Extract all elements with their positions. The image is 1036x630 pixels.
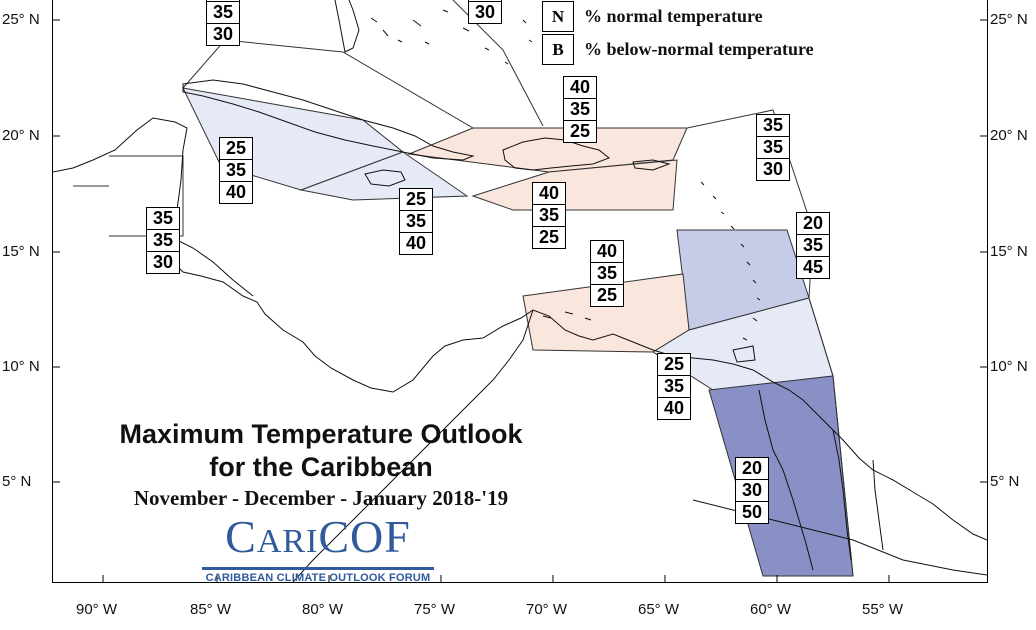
- probability-normal: 30: [735, 479, 769, 502]
- legend: N % normal temperature B % below-normal …: [542, 0, 814, 66]
- probability-below: 25: [532, 226, 566, 249]
- probability-below: 30: [756, 158, 790, 181]
- probability-above: 40: [563, 76, 597, 99]
- probability-below: 40: [657, 397, 691, 420]
- probability-normal: 35: [563, 98, 597, 121]
- probability-normal: 35: [756, 136, 790, 159]
- longitude-label: 85° W: [190, 601, 232, 618]
- probability-below: 40: [399, 232, 433, 255]
- probability-above: 35: [146, 207, 180, 230]
- probability-below: 30: [146, 251, 180, 274]
- probability-below: 50: [735, 501, 769, 524]
- probability-above: 25: [219, 137, 253, 160]
- legend-key: N: [542, 0, 574, 32]
- probability-below: 25: [590, 284, 624, 307]
- latitude-label: 20° N: [990, 127, 1028, 144]
- latitude-label: 5° N: [990, 473, 1020, 490]
- longitude-label: 80° W: [302, 601, 344, 618]
- longitude-label: 75° W: [414, 601, 456, 618]
- probability-above: 40: [532, 182, 566, 205]
- probability-box: 20 30 50: [735, 457, 769, 524]
- latitude-label: 10° N: [2, 358, 40, 375]
- probability-normal: 35: [206, 1, 240, 24]
- longitude-label: 90° W: [76, 601, 118, 618]
- probability-above: 40: [590, 240, 624, 263]
- probability-above: 20: [796, 212, 830, 235]
- probability-normal: 35: [590, 262, 624, 285]
- region-boundary: [182, 39, 474, 129]
- probability-above: 25: [657, 353, 691, 376]
- probability-above: 35: [756, 114, 790, 137]
- caricof-logo: CARICOF CARIBBEAN CLIMATE OUTLOOK FORUM: [202, 514, 434, 584]
- probability-normal: 35: [219, 159, 253, 182]
- longitude-label: 55° W: [862, 601, 904, 618]
- latitude-label: 15° N: [990, 243, 1028, 260]
- probability-normal: 35: [532, 204, 566, 227]
- outlook-regions: [73, 0, 854, 577]
- probability-below: 45: [796, 256, 830, 279]
- latitude-label: 25° N: [990, 11, 1028, 28]
- longitude-label: 60° W: [750, 601, 792, 618]
- latitude-label: 10° N: [990, 358, 1028, 375]
- legend-label: % normal temperature: [584, 6, 763, 26]
- legend-label: % below-normal temperature: [584, 39, 814, 59]
- latitude-label: 15° N: [2, 243, 40, 260]
- probability-box: 25 35 40: [219, 137, 253, 204]
- logo-tagline: CARIBBEAN CLIMATE OUTLOOK FORUM: [205, 572, 431, 584]
- outlook-period: November - December - January 2018-'19: [133, 486, 509, 510]
- probability-normal: 35: [657, 375, 691, 398]
- probability-normal: 30: [468, 1, 502, 24]
- logo-rule: [202, 567, 434, 570]
- title-block: Maximum Temperature Outlook for the Cari…: [58, 418, 584, 511]
- probability-box: 25 35 40: [399, 188, 433, 255]
- probability-box: 40 35 25: [532, 182, 566, 249]
- probability-box: 40 35 25: [563, 76, 597, 143]
- map-frame: [52, 0, 988, 583]
- probability-above: 20: [735, 457, 769, 480]
- probability-normal: 35: [146, 229, 180, 252]
- latitude-label: 5° N: [2, 473, 32, 490]
- map-subtitle: for the Caribbean: [209, 452, 433, 482]
- probability-normal: 35: [399, 210, 433, 233]
- probability-below: 40: [219, 181, 253, 204]
- probability-box: 25 35 40: [657, 353, 691, 420]
- region-guianas: [708, 375, 854, 577]
- legend-item-below: B % below-normal temperature: [542, 33, 814, 66]
- legend-key: B: [542, 33, 574, 65]
- logo-wordmark: CARICOF: [225, 511, 411, 562]
- longitude-label: 70° W: [526, 601, 568, 618]
- map-canvas: [53, 0, 987, 582]
- region-hispaniola-south-puerto-rico: [471, 159, 678, 211]
- probability-below: 25: [563, 120, 597, 143]
- probability-above: 25: [399, 188, 433, 211]
- latitude-label: 25° N: [2, 11, 40, 28]
- probability-below: 30: [206, 23, 240, 46]
- latitude-label: 20° N: [2, 127, 40, 144]
- probability-box: 40 35 25: [590, 240, 624, 307]
- longitude-label: 65° W: [638, 601, 680, 618]
- map-title: Maximum Temperature Outlook: [119, 419, 523, 449]
- probability-normal: 35: [796, 234, 830, 257]
- legend-item-normal: N % normal temperature: [542, 0, 814, 33]
- probability-box: 20 35 45: [796, 212, 830, 279]
